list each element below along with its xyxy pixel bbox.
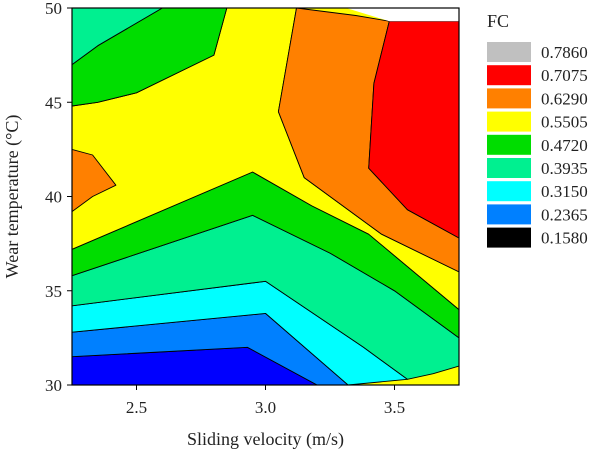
legend-swatch: [487, 42, 531, 62]
x-axis-label: Sliding velocity (m/s): [187, 429, 344, 450]
legend-swatch: [487, 227, 531, 248]
legend-swatch: [487, 158, 531, 178]
legend: FC 0.7860 0.7075 0.6290 0.5505 0.4720 0.3935 0…: [487, 11, 588, 248]
legend-swatch: [487, 111, 531, 132]
x-tick-label: 2.5: [126, 398, 147, 417]
legend-label: 0.2365: [541, 205, 588, 224]
y-tick-label: 30: [45, 376, 62, 395]
legend-label: 0.5505: [541, 113, 588, 132]
y-axis: 30 35 40 45 50: [45, 0, 72, 395]
legend-swatch: [487, 65, 531, 86]
legend-title: FC: [487, 11, 509, 31]
contour-regions: [71, 7, 460, 386]
legend-label: 0.7860: [541, 43, 588, 62]
y-axis-label: Wear temperature (°C): [2, 115, 23, 279]
legend-label: 0.6290: [541, 89, 588, 108]
legend-label: 0.7075: [541, 66, 588, 85]
legend-label: 0.1580: [541, 229, 588, 248]
legend-swatch: [487, 134, 531, 155]
empty-corner-top: [342, 7, 460, 22]
legend-swatch: [487, 204, 531, 225]
y-tick-label: 35: [45, 282, 62, 301]
y-tick-label: 50: [45, 0, 62, 18]
legend-swatch: [487, 181, 531, 202]
legend-swatch: [487, 88, 531, 109]
y-tick-label: 40: [45, 188, 62, 207]
y-tick-label: 45: [45, 93, 62, 112]
x-tick-label: 3.5: [384, 398, 405, 417]
legend-label: 0.4720: [541, 136, 588, 155]
legend-label: 0.3150: [541, 182, 588, 201]
x-axis: 2.5 3.0 3.5: [126, 385, 405, 417]
legend-label: 0.3935: [541, 159, 588, 178]
contour-band-9: [368, 20, 460, 239]
x-tick-label: 3.0: [255, 398, 276, 417]
